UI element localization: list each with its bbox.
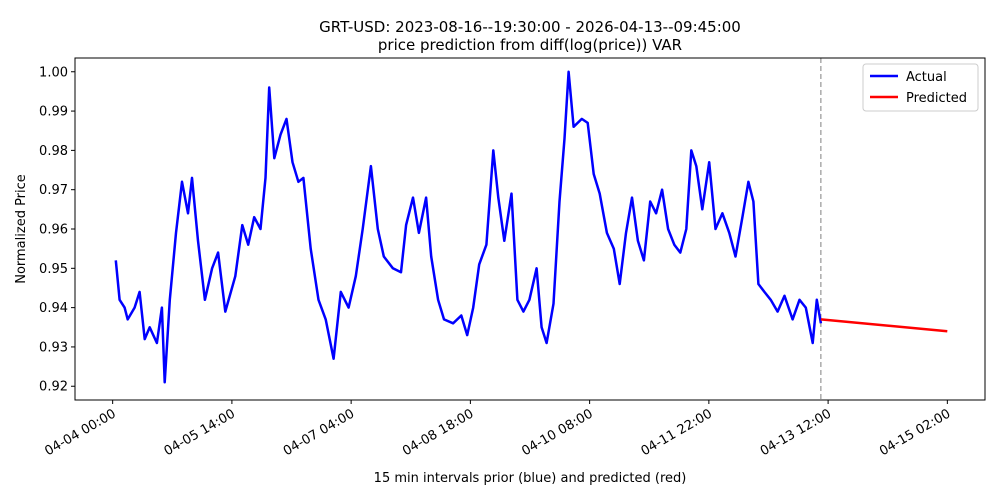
series-actual-line xyxy=(114,70,823,384)
y-tick-label: 0.97 xyxy=(39,183,68,198)
y-tick-label: 0.92 xyxy=(39,380,68,395)
x-tick-label: 04-13 12:00 xyxy=(758,406,834,459)
x-tick-label: 04-04 00:00 xyxy=(42,406,118,459)
legend-predicted-label: Predicted xyxy=(906,91,967,106)
chart-title: GRT-USD: 2023-08-16--19:30:00 - 2026-04-… xyxy=(319,18,741,36)
x-tick-label: 04-08 18:00 xyxy=(400,406,476,459)
legend-actual-label: Actual xyxy=(906,70,947,85)
x-tick-label: 04-15 02:00 xyxy=(877,406,953,459)
x-tick-label: 04-05 14:00 xyxy=(162,406,238,459)
y-tick-label: 0.95 xyxy=(39,262,68,277)
y-tick-label: 0.96 xyxy=(39,223,68,238)
y-axis-label: Normalized Price xyxy=(14,174,29,284)
series-predicted-line xyxy=(820,318,948,333)
y-tick-label: 0.98 xyxy=(39,144,68,159)
y-tick-label: 0.99 xyxy=(39,105,68,120)
plot-frame xyxy=(74,57,986,401)
y-tick-label: 0.94 xyxy=(39,301,68,316)
x-tick-label: 04-07 04:00 xyxy=(281,406,357,459)
x-tick-label: 04-10 08:00 xyxy=(519,406,595,459)
x-tick-label: 04-11 22:00 xyxy=(639,406,715,459)
chart-subtitle: price prediction from diff(log(price)) V… xyxy=(378,36,682,54)
x-axis-label: 15 min intervals prior (blue) and predic… xyxy=(374,471,687,486)
y-tick-label: 1.00 xyxy=(39,65,68,80)
legend: Actual Predicted xyxy=(862,63,979,112)
y-tick-label: 0.93 xyxy=(39,340,68,355)
